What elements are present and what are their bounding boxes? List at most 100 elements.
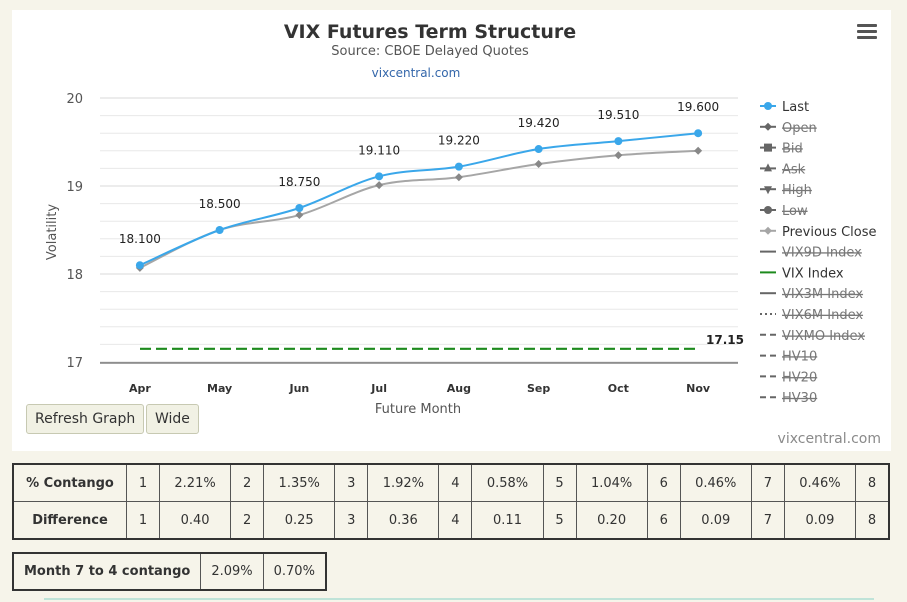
wide-button[interactable]: Wide [146, 404, 199, 434]
x-tick-label: Jun [288, 382, 309, 395]
contango-row: Difference 1 0.40 2 0.25 3 0.36 4 0.11 5 0.20 6 0.09… [12, 501, 890, 540]
chart-credit-link[interactable]: vixcentral.com [777, 431, 881, 447]
previous-close-point [534, 160, 543, 168]
legend-label[interactable]: Previous Close [782, 225, 877, 240]
row-label: % Contango [12, 463, 127, 502]
month-index-cell: 7 [750, 501, 785, 540]
summary-value: 2.09% [200, 552, 264, 591]
legend-label[interactable]: Bid [782, 142, 803, 157]
summary-label: Month 7 to 4 contango [12, 552, 202, 591]
y-tick-label: 20 [66, 92, 83, 107]
legend-label[interactable]: HV30 [782, 391, 817, 406]
legend-marker [764, 186, 772, 195]
legend-marker [764, 143, 772, 152]
month-index-cell: 7 [750, 463, 785, 502]
value-cell: 0.20 [575, 501, 648, 540]
chart-subtitle: Source: CBOE Delayed Quotes [331, 44, 529, 59]
legend-label[interactable]: Last [782, 100, 809, 115]
x-tick-label: Sep [527, 382, 550, 395]
x-tick-label: Nov [686, 382, 711, 395]
data-label: 19.220 [438, 134, 480, 148]
value-cell: 0.36 [367, 501, 440, 540]
value-cell: 2.21% [158, 463, 232, 502]
month-index-cell: 6 [646, 463, 681, 502]
last-point [614, 137, 623, 146]
legend-label[interactable]: High [782, 183, 812, 198]
y-axis-title: Volatility [45, 204, 60, 260]
legend-label[interactable]: VIX Index [782, 266, 844, 281]
x-tick-label: Aug [447, 382, 471, 395]
last-point [534, 145, 543, 154]
data-label: 19.110 [358, 143, 400, 157]
data-label: 19.600 [677, 100, 719, 114]
x-tick-label: Apr [129, 382, 151, 395]
month-index-cell: 1 [126, 463, 160, 502]
legend-label[interactable]: Ask [782, 162, 806, 177]
legend-label[interactable]: HV10 [782, 350, 817, 365]
value-cell: 0.40 [158, 501, 232, 540]
value-cell: 0.58% [471, 463, 544, 502]
previous-close-point [614, 151, 623, 160]
row-label: Difference [12, 501, 127, 540]
previous-close-point [454, 173, 463, 182]
contango-table: % Contango 1 2.21% 2 1.35% 3 1.92% 4 0.58% 5 1.04%… [12, 463, 890, 540]
legend-label[interactable]: HV20 [782, 370, 817, 385]
legend-marker [764, 206, 772, 214]
legend-marker [764, 226, 772, 235]
data-label: 19.420 [518, 116, 560, 130]
last-point [454, 162, 463, 171]
x-tick-label: May [207, 382, 232, 395]
month-index-cell: 6 [646, 501, 681, 540]
legend-label[interactable]: VIX3M Index [782, 287, 863, 302]
data-label: 19.510 [597, 108, 639, 122]
month-index-cell: 4 [438, 463, 473, 502]
legend-label[interactable]: Low [782, 204, 808, 219]
month-index-cell: 3 [334, 463, 369, 502]
refresh-graph-button[interactable]: Refresh Graph [26, 404, 145, 434]
legend-label[interactable]: VIX6M Index [782, 308, 863, 323]
chart-menu-icon[interactable] [857, 24, 877, 42]
x-tick-label: Jul [370, 382, 387, 395]
previous-close-point [694, 146, 703, 155]
contango-row: % Contango 1 2.21% 2 1.35% 3 1.92% 4 0.58% 5 1.04%… [12, 463, 890, 502]
data-label: 18.100 [119, 232, 161, 246]
chart-source-link: vixcentral.com [372, 66, 461, 80]
value-cell: 0.11 [471, 501, 544, 540]
value-cell: 0.09 [783, 501, 857, 540]
value-cell: 0.25 [263, 501, 336, 540]
summary-value: 0.70% [262, 552, 327, 591]
last-point [295, 204, 304, 212]
month-index-cell: 4 [438, 501, 473, 540]
last-point [694, 129, 703, 138]
month-index-cell: 8 [855, 463, 890, 502]
value-cell: 1.92% [367, 463, 440, 502]
month-index-cell: 5 [542, 463, 577, 502]
y-tick-label: 18 [66, 268, 83, 283]
previous-close-point [375, 181, 384, 190]
legend-label[interactable]: VIXMO Index [782, 329, 865, 344]
previous-close-point [295, 211, 304, 220]
month-index-cell: 2 [230, 501, 265, 540]
last-point [375, 172, 384, 181]
value-cell: 0.46% [679, 463, 752, 502]
value-cell: 0.09 [679, 501, 752, 540]
month-index-cell: 3 [334, 501, 369, 540]
chart-title: VIX Futures Term Structure [284, 21, 576, 43]
data-label: 18.500 [199, 197, 241, 211]
last-point [215, 226, 224, 234]
last-point [135, 261, 144, 270]
legend-marker [764, 102, 772, 110]
x-axis-title: Future Month [375, 402, 461, 417]
legend-label[interactable]: Open [782, 121, 817, 136]
month-index-cell: 1 [126, 501, 160, 540]
month-index-cell: 2 [230, 463, 265, 502]
bottom-divider [44, 598, 874, 600]
chart-panel: VIX Futures Term Structure Source: CBOE D… [12, 10, 891, 451]
x-tick-label: Oct [608, 382, 629, 395]
summary-row: Month 7 to 4 contango 2.09% 0.70% [12, 552, 327, 591]
vix-index-label: 17.15 [706, 333, 744, 347]
y-tick-label: 17 [66, 356, 83, 371]
summary-table: Month 7 to 4 contango 2.09% 0.70% [12, 552, 327, 591]
legend-label[interactable]: VIX9D Index [782, 246, 862, 261]
